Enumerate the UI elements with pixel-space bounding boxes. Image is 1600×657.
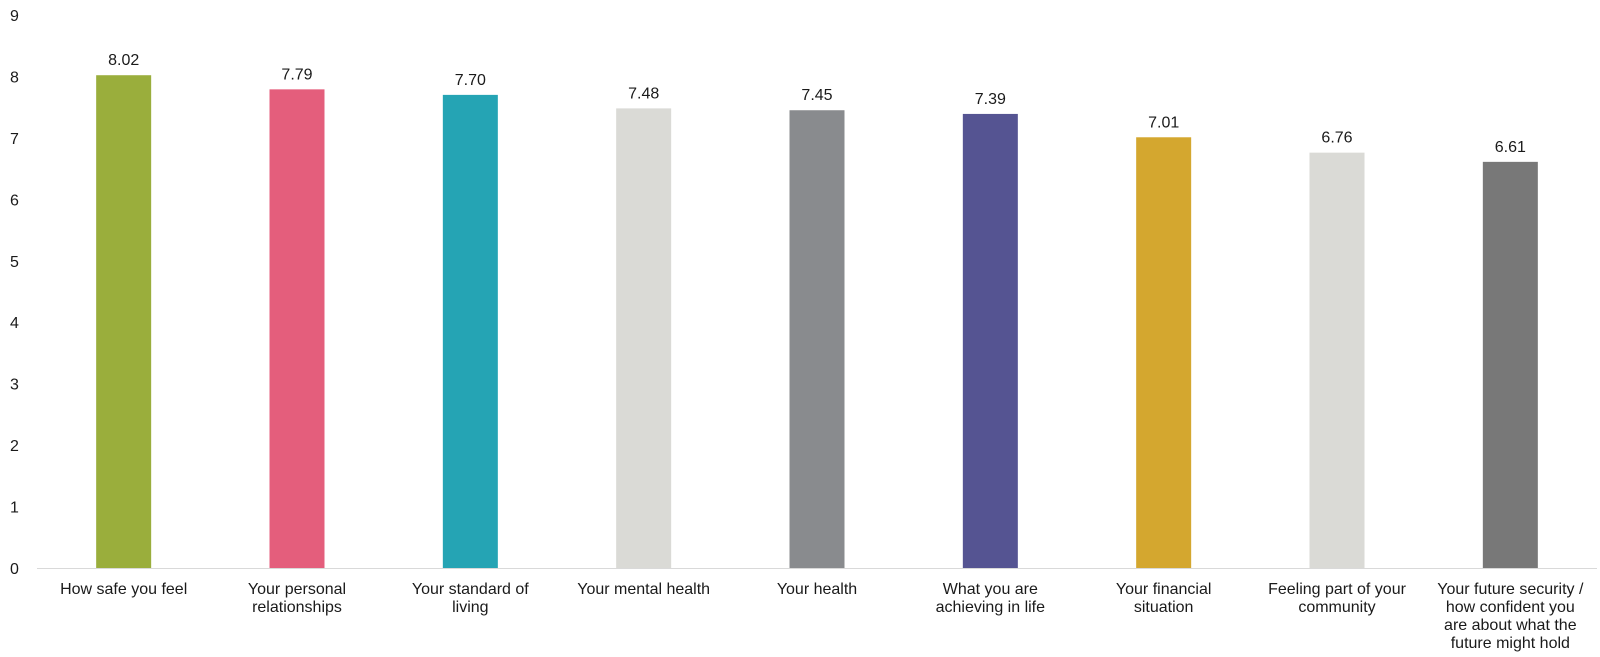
bar [962,113,1018,569]
bar [1482,161,1538,568]
y-tick-label: 7 [10,131,19,148]
x-tick-label: How safe you feel [60,581,187,598]
y-tick-label: 0 [10,561,19,578]
y-tick-label: 2 [10,438,19,455]
y-tick-label: 1 [10,500,19,517]
bar [616,108,672,568]
x-tick-label: Your financial situation [1116,581,1211,616]
x-tick-label: Your health [777,581,857,598]
data-labels: 8.02 7.79 7.70 7.48 7.45 7.39 7.01 6.76 6.61 [108,52,1526,156]
y-tick-label: 6 [10,192,19,209]
bar [1309,152,1365,568]
data-label: 7.45 [801,87,832,104]
x-tick-label: Feeling part of your community [1268,581,1407,616]
y-tick-label: 3 [10,377,19,394]
bar [269,89,325,568]
y-tick-label: 4 [10,315,19,332]
y-axis: 0 1 2 3 4 5 6 7 8 9 [10,8,19,578]
data-label: 7.48 [628,85,659,102]
x-axis-labels: How safe you feel Your personal relationsh… [60,581,1584,652]
data-label: 7.70 [455,72,486,89]
x-tick-label: Your personal relationships [248,581,346,616]
x-tick-label: Your mental health [577,581,710,598]
x-tick-label: Your future security / how confident you a… [1437,581,1584,652]
x-tick-label: Your standard of living [412,581,529,616]
bar [1136,137,1192,568]
data-label: 7.79 [281,66,312,83]
bars [96,75,1538,569]
y-tick-label: 8 [10,69,19,86]
data-label: 6.76 [1321,130,1352,147]
data-label: 6.61 [1495,139,1526,156]
data-label: 8.02 [108,52,139,69]
bar [789,110,845,568]
y-tick-label: 5 [10,254,19,271]
bar [442,94,498,568]
data-label: 7.39 [975,91,1006,108]
data-label: 7.01 [1148,114,1179,131]
x-tick-label: What you are achieving in life [936,581,1046,616]
bar [96,75,152,569]
y-tick-label: 9 [10,8,19,25]
